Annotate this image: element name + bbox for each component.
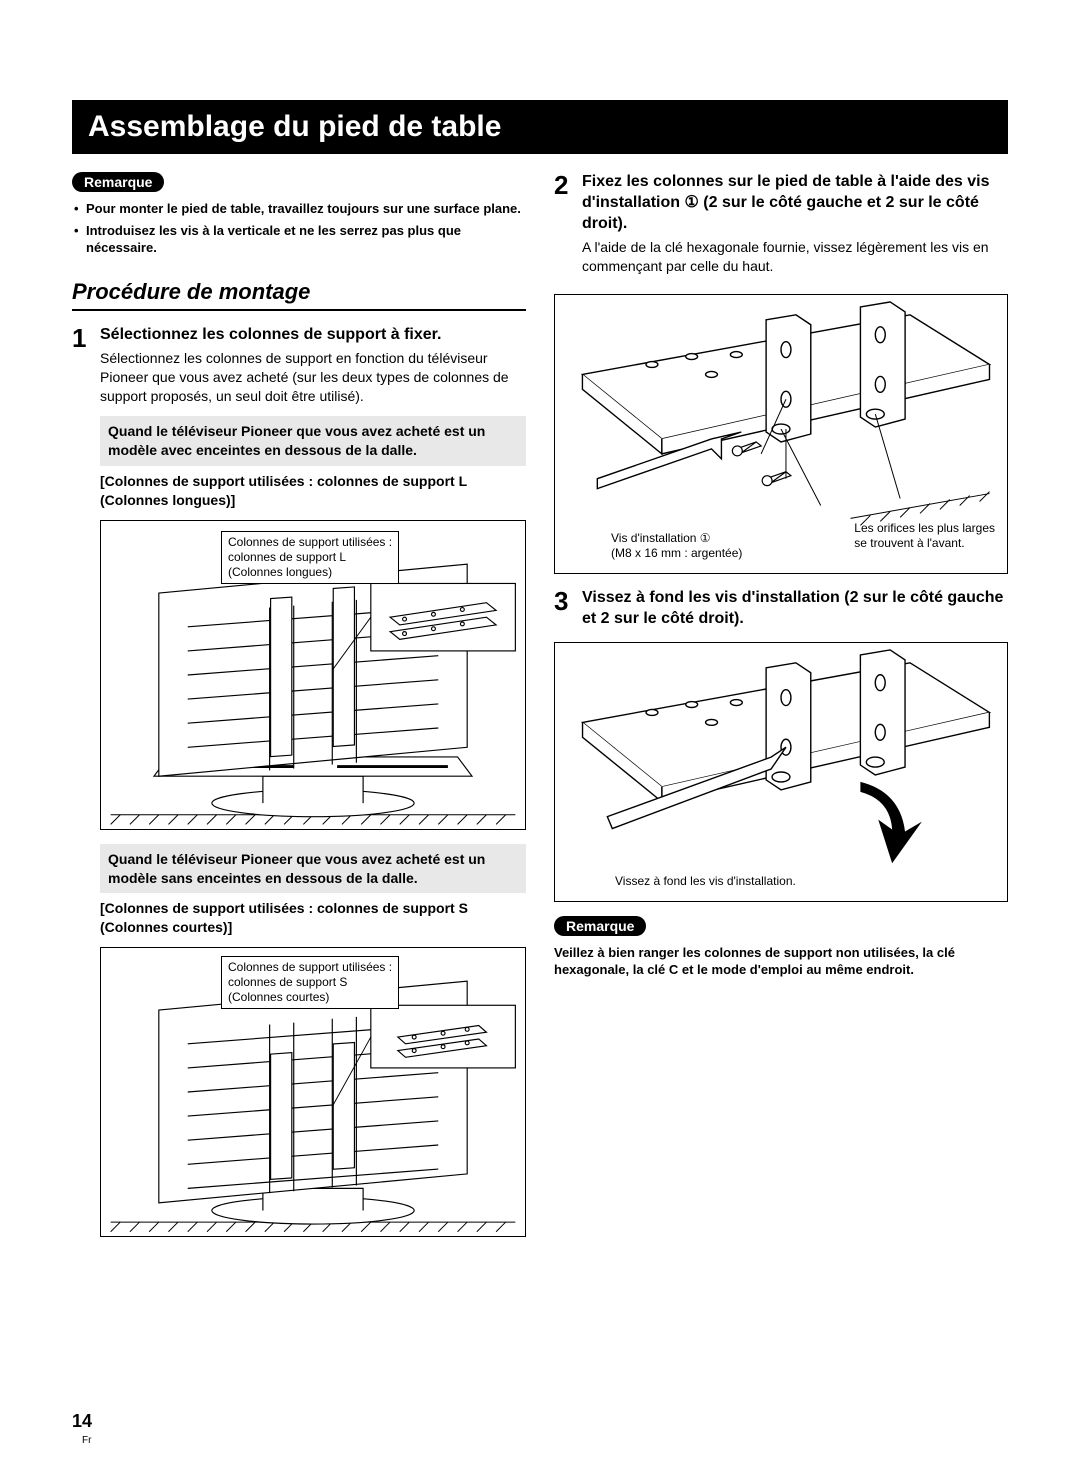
page-title-bar: Assemblage du pied de table — [72, 100, 1008, 154]
page-number: 14 — [72, 1411, 92, 1432]
remark-bullet: Pour monter le pied de table, travaillez… — [74, 200, 526, 218]
right-column: 2 Fixez les colonnes sur le pied de tabl… — [554, 172, 1008, 1259]
step-subtext: Sélectionnez les colonnes de support en … — [100, 349, 526, 406]
step-number: 3 — [554, 588, 582, 634]
two-column-layout: Remarque Pour monter le pied de table, t… — [72, 172, 1008, 1259]
highlight-box: Quand le téléviseur Pioneer que vous ave… — [100, 416, 526, 466]
figure-tv-short-columns: Colonnes de support utilisées : colonnes… — [100, 947, 526, 1237]
step-body: Vissez à fond les vis d'installation (2 … — [582, 588, 1008, 634]
remark-pill-right: Remarque — [554, 916, 646, 936]
figure-attach-columns: Vis d'installation ① (M8 x 16 mm : argen… — [554, 294, 1008, 574]
left-column: Remarque Pour monter le pied de table, t… — [72, 172, 526, 1259]
page-language: Fr — [82, 1435, 91, 1446]
remark-bullets-left: Pour monter le pied de table, travaillez… — [72, 200, 526, 257]
step-subtext: A l'aide de la clé hexagonale fournie, v… — [582, 238, 1008, 276]
figure-caption: Vissez à fond les vis d'installation. — [615, 874, 796, 889]
figure-tv-long-columns: Colonnes de support utilisées : colonnes… — [100, 520, 526, 830]
step-heading: Sélectionnez les colonnes de support à f… — [100, 325, 526, 346]
step-3: 3 Vissez à fond les vis d'installation (… — [554, 588, 1008, 634]
step-number: 2 — [554, 172, 582, 286]
tighten-illustration-svg — [555, 643, 1007, 901]
remark-bullet: Introduisez les vis à la verticale et ne… — [74, 222, 526, 257]
remark-pill-left: Remarque — [72, 172, 164, 192]
step-heading: Fixez les colonnes sur le pied de table … — [582, 172, 1008, 234]
step-heading: Vissez à fond les vis d'installation (2 … — [582, 588, 1008, 630]
bracket-label: [Colonnes de support utilisées : colonne… — [100, 899, 526, 937]
figure-callout-hole: Les orifices les plus larges se trouvent… — [854, 521, 995, 551]
remark-text-right: Veillez à bien ranger les colonnes de su… — [554, 944, 1008, 979]
step-body: Fixez les colonnes sur le pied de table … — [582, 172, 1008, 286]
figure-callout-screw: Vis d'installation ① (M8 x 16 mm : argen… — [611, 531, 742, 561]
figure-tighten-screws: Vissez à fond les vis d'installation. — [554, 642, 1008, 902]
bracket-label: [Colonnes de support utilisées : colonne… — [100, 472, 526, 510]
step-body: Sélectionnez les colonnes de support à f… — [100, 325, 526, 1252]
figure-label: Colonnes de support utilisées : colonnes… — [221, 531, 399, 584]
step-2: 2 Fixez les colonnes sur le pied de tabl… — [554, 172, 1008, 286]
figure-label: Colonnes de support utilisées : colonnes… — [221, 956, 399, 1009]
step-1: 1 Sélectionnez les colonnes de support à… — [72, 325, 526, 1252]
highlight-box: Quand le téléviseur Pioneer que vous ave… — [100, 844, 526, 894]
section-title: Procédure de montage — [72, 279, 526, 311]
step-number: 1 — [72, 325, 100, 1252]
